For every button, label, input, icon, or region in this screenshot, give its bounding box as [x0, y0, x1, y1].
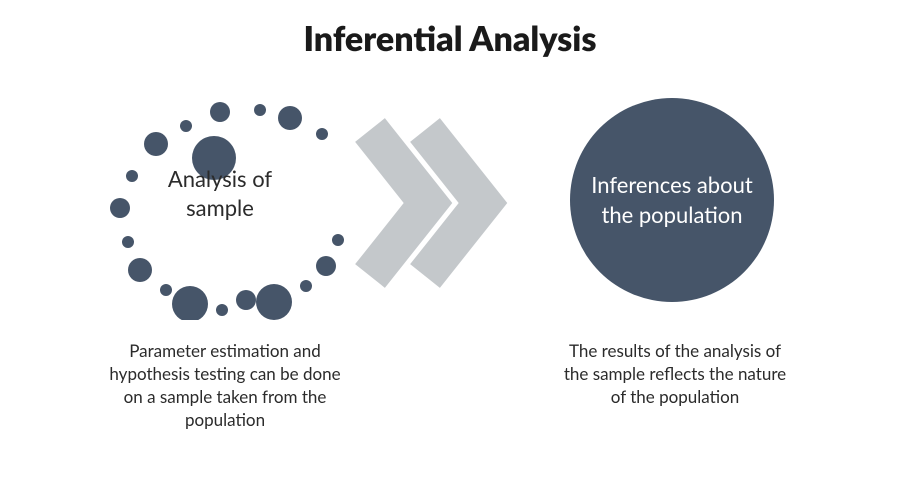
scatter-dot — [256, 284, 292, 320]
flow-arrows — [350, 118, 540, 288]
scatter-dot — [278, 106, 302, 130]
scatter-dot — [236, 290, 256, 310]
scatter-dot — [216, 304, 228, 316]
caption-left: Parameter estimation and hypothesis test… — [100, 340, 350, 432]
sample-label: Analysis of sample — [145, 165, 295, 222]
caption-right: The results of the analysis of the sampl… — [560, 340, 790, 409]
scatter-dot — [254, 104, 266, 116]
scatter-dot — [316, 256, 336, 276]
scatter-dot — [110, 198, 130, 218]
population-circle: Inferences about the population — [570, 98, 774, 302]
scatter-dot — [160, 284, 172, 296]
scatter-dot — [300, 280, 312, 292]
scatter-dot — [172, 286, 208, 320]
scatter-dot — [122, 236, 134, 248]
scatter-dot — [332, 234, 344, 246]
population-label: Inferences about the population — [590, 170, 754, 229]
scatter-dot — [316, 128, 328, 140]
page-title: Inferential Analysis — [0, 18, 900, 59]
scatter-dot — [210, 102, 230, 122]
scatter-dot — [180, 120, 192, 132]
scatter-dot — [144, 132, 168, 156]
scatter-dot — [126, 170, 138, 182]
scatter-dot — [128, 258, 152, 282]
